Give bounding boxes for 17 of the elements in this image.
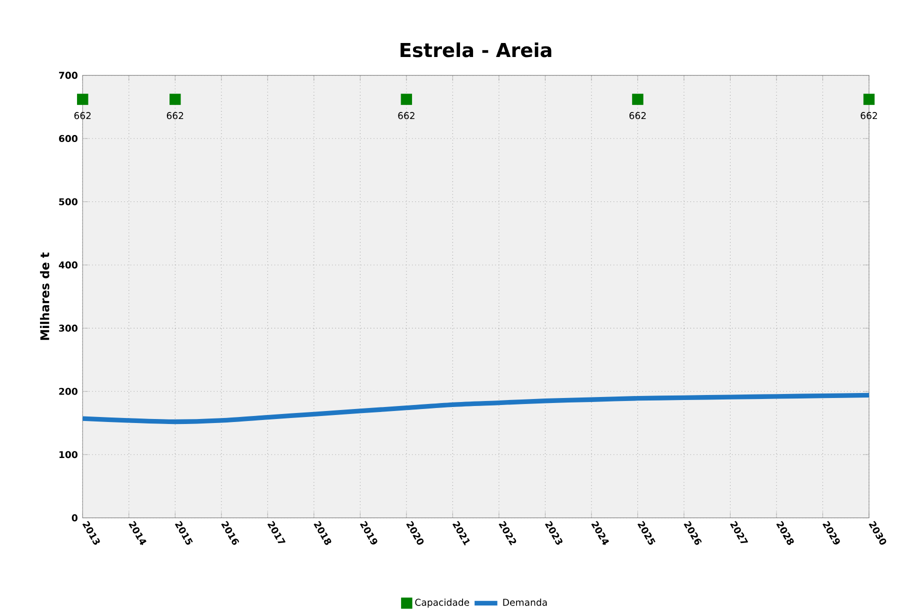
y-tick-label: 100: [60, 451, 78, 458]
chart-title: Estrela - Areia: [400, 42, 552, 58]
data-label: 662: [860, 112, 877, 120]
y-tick-label: 300: [59, 324, 78, 332]
data-label: 662: [166, 112, 184, 120]
data-label: 662: [629, 112, 646, 120]
y-tick-label: 700: [59, 72, 78, 79]
data-label: 662: [74, 112, 91, 120]
y-tick-label: 200: [59, 388, 78, 396]
y-tick-label: 500: [59, 198, 78, 206]
data-label: 662: [398, 112, 414, 120]
y-tick-label: 600: [59, 135, 78, 142]
legend-label: Demanda: [503, 598, 547, 606]
y-tick-label: 0: [72, 514, 78, 522]
legend-label: Capacidade: [415, 598, 470, 608]
y-axis-title: Milhares de t: [40, 252, 50, 340]
y-tick-label: 400: [58, 262, 78, 269]
